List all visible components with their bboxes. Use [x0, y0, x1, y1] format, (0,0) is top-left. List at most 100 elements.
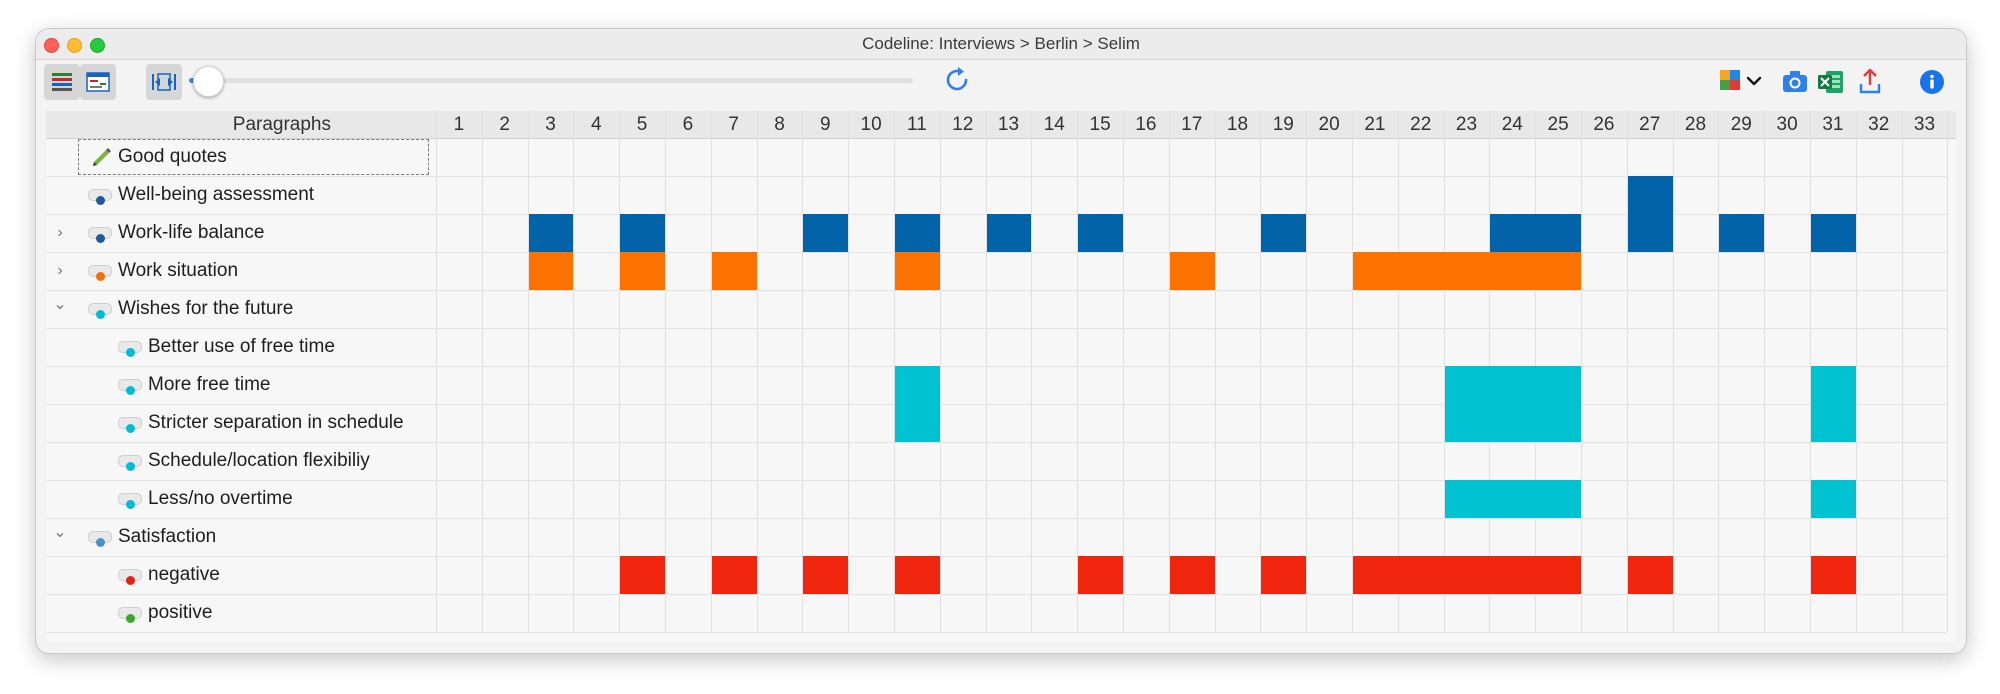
column-number: 9 [820, 114, 831, 135]
refresh-icon[interactable] [942, 65, 972, 95]
row-divider [46, 328, 1948, 329]
zoom-window-button[interactable] [90, 38, 105, 53]
column-divider [1443, 111, 1445, 632]
code-row[interactable]: ⌄ Wishes for the future [46, 290, 346, 328]
export-icon[interactable] [1856, 67, 1884, 97]
column-divider [848, 111, 850, 632]
code-row[interactable]: More free time [46, 366, 346, 404]
expand-chevron-icon[interactable]: › [57, 224, 63, 241]
code-row[interactable]: Schedule/location flexibiliy [46, 442, 370, 480]
excel-export-icon[interactable] [1816, 67, 1846, 97]
coded-segment[interactable] [1444, 480, 1581, 518]
expand-chevron-icon[interactable]: › [57, 262, 63, 279]
column-divider [1810, 111, 1811, 632]
coded-segment[interactable] [1719, 214, 1765, 252]
code-row[interactable]: ⌄ Satisfaction [46, 518, 346, 556]
document-view-button[interactable] [80, 64, 116, 100]
column-divider [1214, 111, 1216, 632]
coded-segment[interactable] [1811, 480, 1856, 518]
column-divider [1718, 111, 1720, 632]
column-divider [1855, 111, 1857, 632]
minimize-window-button[interactable] [67, 38, 82, 53]
coded-segment[interactable] [1353, 252, 1581, 290]
info-icon[interactable] [1919, 69, 1945, 95]
column-number: 7 [728, 114, 739, 135]
coded-segment[interactable] [711, 252, 757, 290]
coded-segment[interactable] [620, 556, 665, 594]
coded-segment[interactable] [1811, 556, 1856, 594]
code-row[interactable]: positive [46, 594, 346, 632]
coded-segment[interactable] [895, 252, 940, 290]
coded-segment[interactable] [895, 366, 940, 442]
column-divider [1352, 111, 1353, 632]
column-number: 4 [591, 114, 602, 135]
paragraphs-label: Paragraphs [232, 114, 331, 135]
coded-segment[interactable] [803, 556, 849, 594]
column-number: 17 [1181, 114, 1203, 135]
column-number: 14 [1043, 114, 1065, 135]
code-row[interactable]: Better use of free time [46, 328, 346, 366]
coded-segment[interactable] [1078, 556, 1123, 594]
coded-segment[interactable] [1169, 556, 1215, 594]
coded-segment[interactable] [1261, 556, 1307, 594]
row-divider [46, 632, 1948, 633]
coded-segment[interactable] [895, 214, 940, 252]
column-divider [985, 111, 987, 632]
column-number: 21 [1364, 114, 1386, 135]
coded-segment[interactable] [1078, 214, 1123, 252]
coded-segment[interactable] [1811, 214, 1856, 252]
code-color-menu-button[interactable] [1718, 67, 1768, 97]
coded-segment[interactable] [620, 252, 665, 290]
coded-segment[interactable] [803, 214, 849, 252]
close-window-button[interactable] [44, 38, 59, 53]
code-row[interactable]: negative [46, 556, 346, 594]
zoom-slider-track[interactable] [189, 78, 913, 83]
code-row[interactable]: Well-being assessment [46, 176, 346, 214]
focused-row-outline [78, 139, 429, 175]
coded-segment[interactable] [1444, 366, 1581, 442]
coded-segment[interactable] [1627, 176, 1673, 252]
column-divider [1947, 111, 1949, 632]
row-divider [46, 480, 1948, 481]
zoom-slider-knob[interactable] [193, 66, 224, 97]
code-label: negative [148, 564, 220, 585]
column-number: 23 [1455, 114, 1478, 135]
title-bar: Codeline: Interviews > Berlin > Selim [36, 29, 1966, 60]
coded-segment[interactable] [528, 252, 574, 290]
snapshot-icon[interactable] [1781, 69, 1809, 95]
collapse-chevron-icon[interactable]: ⌄ [53, 296, 67, 313]
code-row[interactable]: › Work-life balance [46, 214, 346, 252]
column-number: 16 [1135, 114, 1157, 135]
code-label: Better use of free time [148, 336, 335, 357]
coded-segment[interactable] [1169, 252, 1215, 290]
code-view-button[interactable] [44, 64, 80, 100]
coded-segment[interactable] [711, 556, 757, 594]
column-divider [481, 111, 483, 632]
code-color-dot-icon [96, 272, 105, 281]
code-color-dot-icon [126, 576, 135, 585]
code-row[interactable]: Stricter separation in schedule [46, 404, 404, 442]
coded-segment[interactable] [528, 214, 574, 252]
coded-segment[interactable] [1627, 556, 1673, 594]
coded-segment[interactable] [1353, 556, 1581, 594]
fit-width-button[interactable] [146, 64, 182, 100]
coded-segment[interactable] [1261, 214, 1307, 252]
codeline-grid: Paragraphs 1 2 3 4 5 6 7 8 9 10 11 12 13 14 15 16 17 18 19… [46, 111, 1956, 641]
code-row[interactable]: Less/no overtime [46, 480, 346, 518]
column-number: 28 [1684, 114, 1707, 135]
coded-segment[interactable] [1490, 214, 1581, 252]
coded-segment[interactable] [620, 214, 665, 252]
column-divider [1031, 111, 1033, 632]
code-label: Work situation [118, 260, 239, 281]
collapse-chevron-icon[interactable]: ⌄ [53, 524, 67, 541]
code-color-dot-icon [96, 196, 105, 205]
coded-segment[interactable] [986, 214, 1032, 252]
coded-segment[interactable] [1811, 366, 1856, 442]
code-label: positive [148, 602, 213, 623]
code-row[interactable]: Good quotes [46, 138, 346, 176]
code-view-icon [52, 73, 72, 91]
coded-segment[interactable] [895, 556, 940, 594]
code-row[interactable]: › Work situation [46, 252, 346, 290]
column-number: 3 [545, 114, 556, 135]
column-divider [619, 111, 621, 632]
